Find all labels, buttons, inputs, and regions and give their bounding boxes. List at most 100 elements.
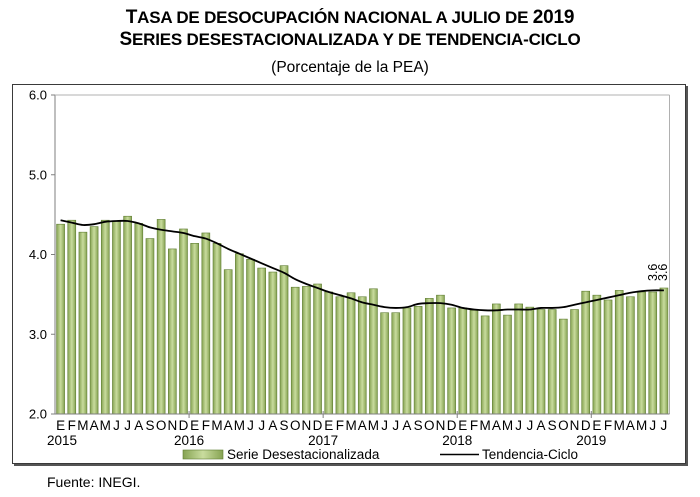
x-tick-label-month: O: [424, 418, 435, 433]
bar: [369, 288, 378, 415]
end-annotations: 3.63.6: [646, 264, 670, 281]
bar: [469, 310, 479, 415]
bar: [201, 232, 211, 415]
x-tick-label-month: A: [224, 418, 233, 433]
y-tick-label: 6.0: [29, 88, 47, 103]
bar: [56, 223, 65, 415]
bar: [592, 294, 602, 415]
x-tick-label-month: F: [202, 418, 210, 433]
bar: [123, 215, 132, 415]
y-tick-label: 4.0: [29, 247, 47, 262]
bar: [413, 306, 423, 415]
bar: [335, 296, 345, 415]
x-tick-label-month: E: [592, 418, 601, 433]
x-tick-label-month: O: [156, 418, 167, 433]
legend: Serie Desestacionalizada Tendencia-Ciclo: [182, 447, 578, 462]
x-tick-label-month: M: [345, 418, 356, 433]
bar: [436, 294, 445, 415]
trend-series: [60, 219, 664, 312]
legend-label-bar: Serie Desestacionalizada: [227, 447, 380, 462]
title-rest: ASA DE DESOCUPACIÓN NACIONAL A JULIO DE: [137, 8, 533, 27]
x-tick-label-month: J: [515, 418, 522, 433]
bar: [346, 292, 356, 415]
bar-series: [56, 215, 669, 415]
end-value-label: 3.6: [656, 264, 670, 281]
chart-subtitle: (Porcentaje de la PEA): [271, 59, 429, 76]
x-tick-label-month: N: [570, 418, 580, 433]
x-tick-label-month: D: [447, 418, 457, 433]
x-tick-label-month: M: [211, 418, 222, 433]
bar: [458, 307, 468, 415]
bar: [168, 248, 177, 415]
x-tick-label-month: E: [458, 418, 467, 433]
bar: [603, 299, 613, 415]
x-tick-label-month: N: [302, 418, 312, 433]
x-tick-label-month: F: [336, 418, 344, 433]
end-value-label: 3.6: [646, 264, 660, 281]
x-tick-label-month: J: [661, 418, 668, 433]
bar: [89, 226, 99, 415]
x-tick-label-month: M: [502, 418, 513, 433]
bar: [257, 267, 266, 415]
bar: [246, 258, 255, 415]
x-year-label: 2016: [174, 433, 204, 448]
bar: [156, 219, 166, 415]
x-tick-label-month: J: [392, 418, 399, 433]
x-tick-label-month: F: [604, 418, 612, 433]
title-initial: S: [119, 29, 133, 50]
bar: [514, 303, 523, 415]
legend-swatch-bar: [182, 449, 224, 460]
bar: [179, 228, 188, 415]
bar: [324, 291, 334, 415]
x-tick-label-month: M: [77, 418, 88, 433]
bar: [637, 291, 646, 415]
x-tick-label-month: M: [368, 418, 379, 433]
x-tick-label-month: E: [56, 418, 65, 433]
x-year-label: 2015: [47, 433, 77, 448]
x-tick-label-month: F: [68, 418, 76, 433]
x-tick-label-month: D: [179, 418, 189, 433]
bar: [190, 243, 199, 415]
x-tick-label-month: F: [470, 418, 478, 433]
bar: [290, 286, 300, 415]
bar: [313, 283, 322, 415]
bar: [391, 312, 401, 415]
x-tick-label-month: A: [268, 418, 277, 433]
x-tick-label-month: J: [124, 418, 131, 433]
bar: [279, 265, 289, 415]
x-tick-label-month: J: [247, 418, 254, 433]
x-year-label: 2018: [442, 433, 472, 448]
x-tick-label-month: M: [100, 418, 111, 433]
bar: [100, 219, 110, 415]
bar: [134, 223, 144, 415]
x-tick-label-month: M: [234, 418, 245, 433]
bar: [503, 314, 512, 415]
bar: [78, 231, 88, 415]
chart-title-line-2: SERIES DESESTACIONALIZADA Y DE TENDENCIA…: [0, 29, 700, 51]
title-initial: T: [125, 7, 138, 28]
x-tick-label-month: J: [258, 418, 265, 433]
bar: [402, 307, 412, 415]
x-tick-label-month: J: [649, 418, 656, 433]
bar: [525, 306, 535, 415]
x-tick-label-month: J: [381, 418, 388, 433]
source-note: Fuente: INEGI.: [47, 474, 141, 490]
x-tick-label-month: A: [402, 418, 411, 433]
bar: [626, 296, 635, 415]
bar: [380, 312, 389, 415]
x-tick-label-month: D: [581, 418, 591, 433]
x-tick-label-month: S: [414, 418, 423, 433]
bar: [424, 298, 434, 415]
legend-label-line: Tendencia-Ciclo: [482, 447, 578, 462]
bar: [235, 253, 244, 415]
x-tick-label-month: E: [190, 418, 199, 433]
x-tick-label-month: M: [636, 418, 647, 433]
bar: [492, 303, 501, 415]
bar: [67, 219, 77, 415]
x-tick-label-month: J: [526, 418, 533, 433]
bar: [581, 290, 591, 415]
x-tick-label-month: M: [614, 418, 625, 433]
bar: [547, 309, 557, 415]
